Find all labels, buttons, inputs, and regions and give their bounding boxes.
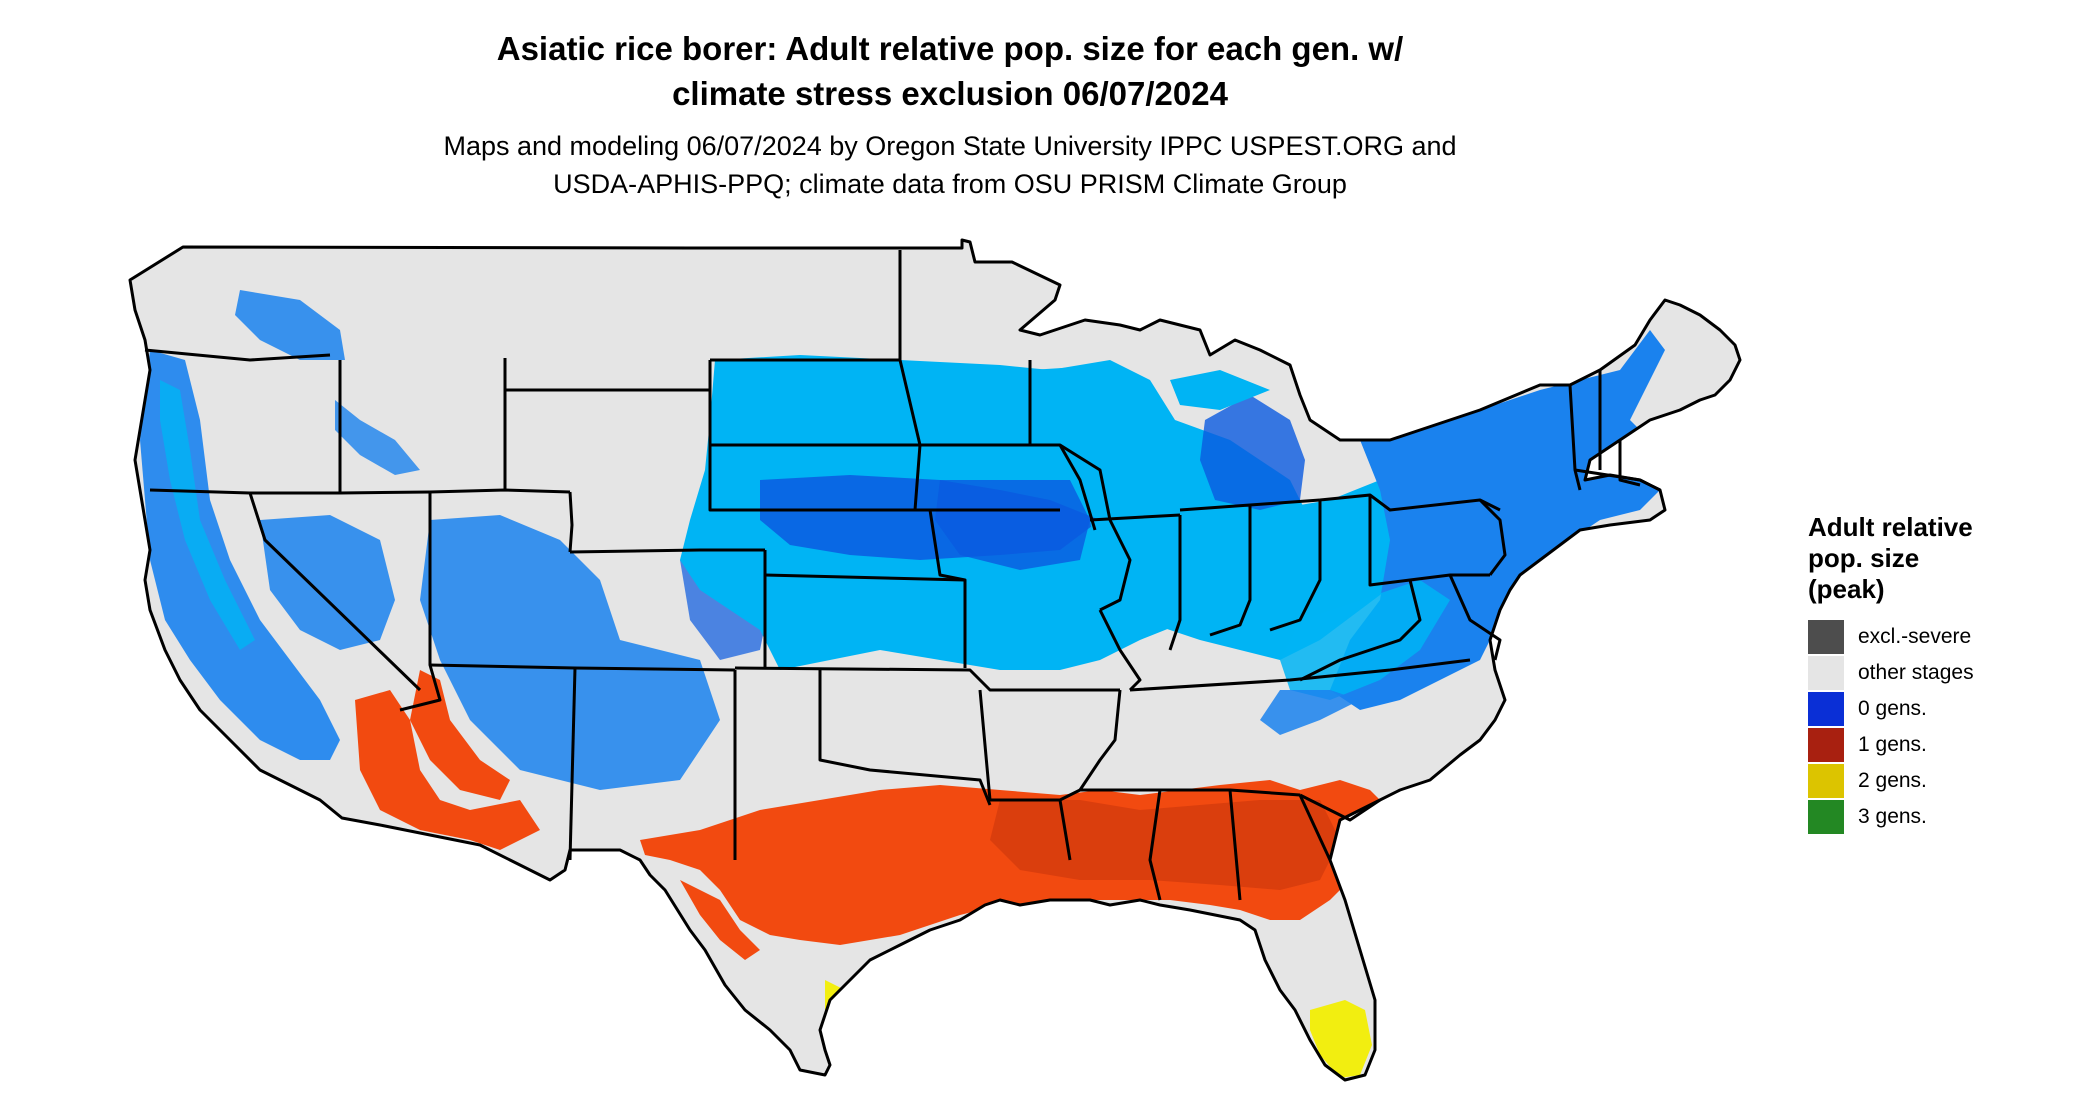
zone-iowa-dark	[935, 480, 1090, 570]
legend-item: 2 gens.	[1808, 763, 2088, 799]
zone-snake-river	[335, 400, 420, 475]
zone-great-basin	[260, 515, 395, 650]
legend-swatch	[1808, 692, 1844, 726]
zone-utah-colorado	[420, 515, 720, 790]
legend-item: 3 gens.	[1808, 799, 2088, 835]
legend-label: 1 gens.	[1858, 733, 1927, 756]
subtitle-line-2: USDA-APHIS-PPQ; climate data from OSU PR…	[553, 169, 1347, 199]
zone-south-florida-2-gens	[1310, 1000, 1372, 1078]
zone-gulf-dark	[990, 800, 1340, 890]
legend-label: other stages	[1858, 661, 1974, 684]
legend-item: excl.-severe	[1808, 619, 2088, 655]
state-borders	[128, 238, 1742, 1082]
zone-appalachian-south	[1260, 690, 1360, 735]
zone-southwest-1-gens	[355, 690, 540, 850]
legend-swatch	[1808, 800, 1844, 834]
zone-pacific-northwest	[235, 290, 345, 360]
zone-upper-michigan	[1170, 370, 1270, 410]
legend-title-line-3: (peak)	[1808, 574, 1885, 604]
zone-texas-coast	[680, 880, 760, 960]
legend-swatch	[1808, 728, 1844, 762]
legend-swatch	[1808, 764, 1844, 798]
zone-wisconsin-minn	[1030, 365, 1150, 450]
legend-title-line-1: Adult relative	[1808, 512, 1973, 542]
legend-title: Adult relative pop. size (peak)	[1808, 512, 2088, 605]
generation-zones	[140, 290, 1665, 1078]
legend-label: 3 gens.	[1858, 805, 1927, 828]
legend-item: 1 gens.	[1808, 727, 2088, 763]
legend-swatch	[1808, 656, 1844, 690]
subtitle-line-1: Maps and modeling 06/07/2024 by Oregon S…	[443, 131, 1457, 161]
title-line-1: Asiatic rice borer: Adult relative pop. …	[496, 30, 1404, 67]
legend-item: 0 gens.	[1808, 691, 2088, 727]
map-title: Asiatic rice borer: Adult relative pop. …	[0, 26, 1900, 116]
map-subtitle: Maps and modeling 06/07/2024 by Oregon S…	[0, 127, 1900, 203]
legend-label: 2 gens.	[1858, 769, 1927, 792]
us-map	[128, 238, 1742, 1082]
legend-item: other stages	[1808, 655, 2088, 691]
legend-label: 0 gens.	[1858, 697, 1927, 720]
zone-south-texas-2-gens	[825, 980, 890, 1065]
title-line-2: climate stress exclusion 06/07/2024	[672, 75, 1228, 112]
legend-label: excl.-severe	[1858, 625, 1972, 648]
zone-west-coast-light	[160, 380, 255, 650]
zone-michigan	[1200, 395, 1305, 510]
legend-title-line-2: pop. size	[1808, 543, 1920, 573]
legend-items: excl.-severe other stages 0 gens. 1 gens. 2 …	[1808, 619, 2088, 835]
legend-swatch	[1808, 620, 1844, 654]
legend: Adult relative pop. size (peak) excl.-se…	[1808, 512, 2088, 835]
